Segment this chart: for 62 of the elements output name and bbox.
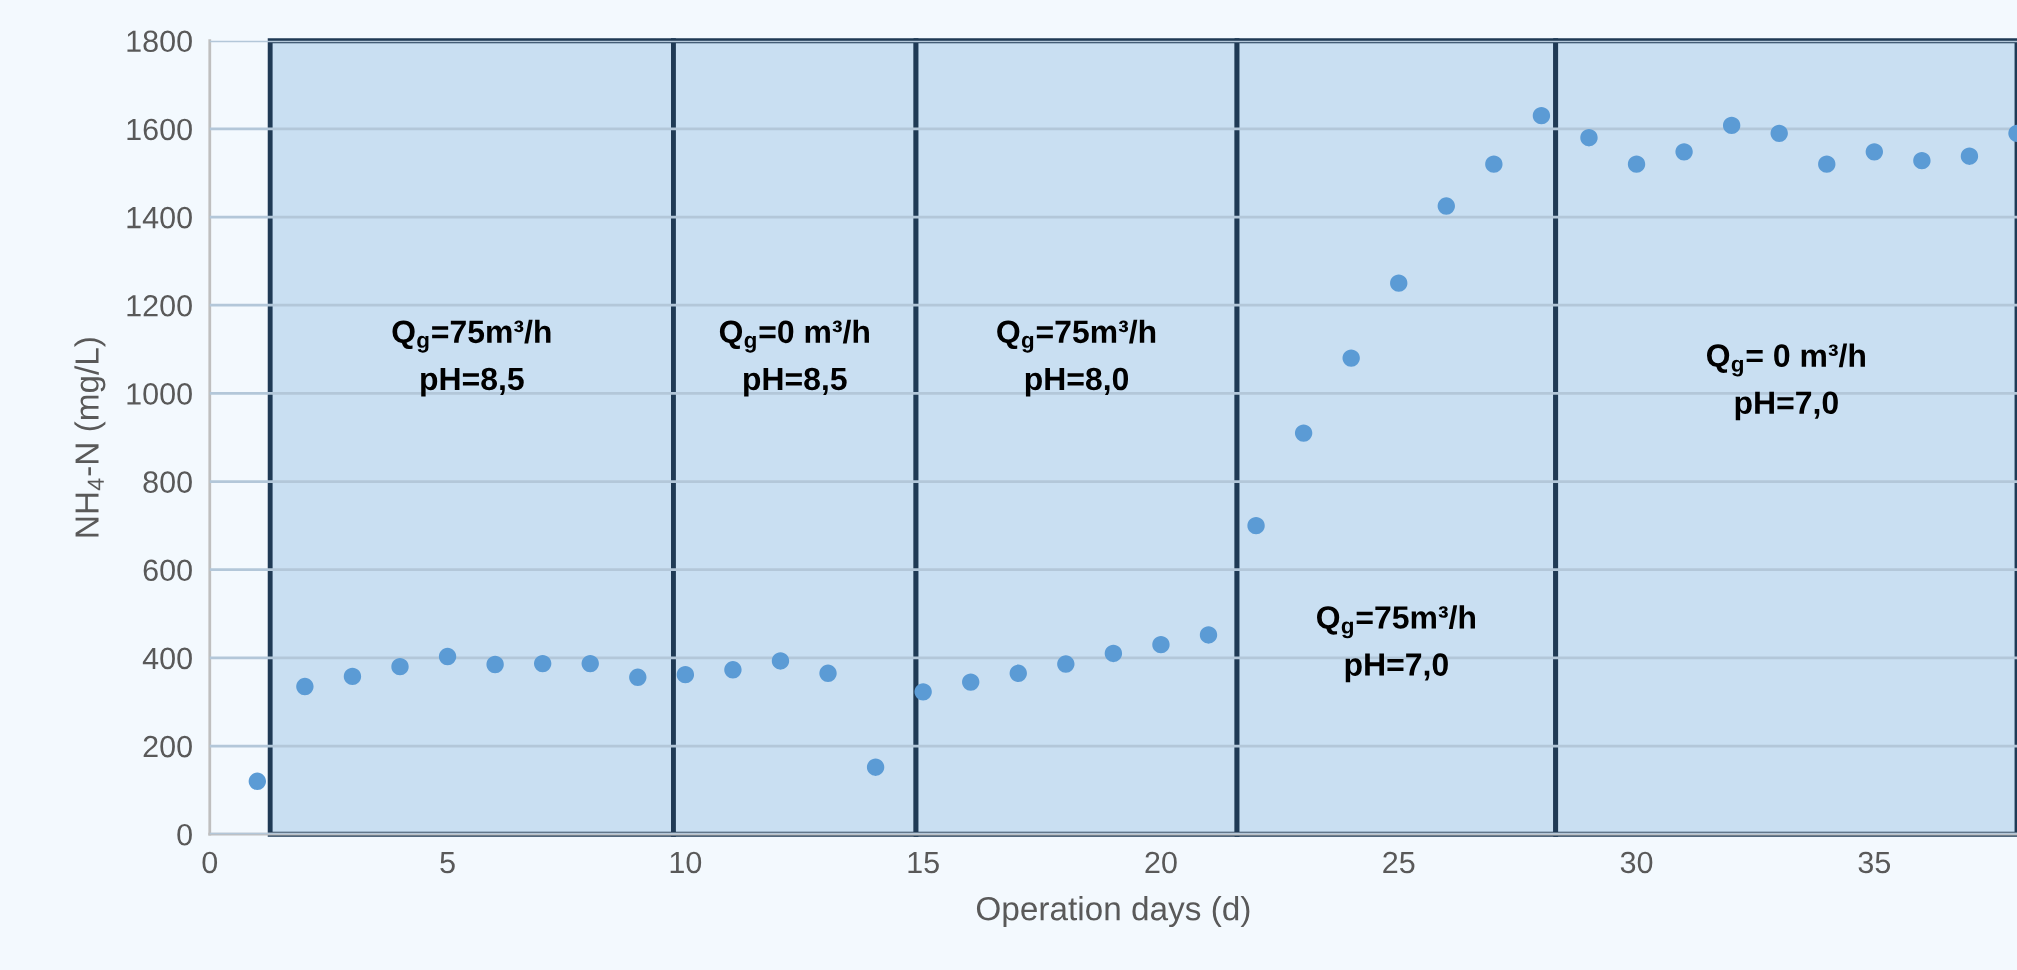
- x-tick-label: 15: [908, 851, 939, 874]
- point: [1960, 147, 1979, 165]
- point: [724, 661, 742, 679]
- point: [1913, 151, 1931, 170]
- point: [1390, 274, 1408, 292]
- x-axis-title: Operation days (d): [976, 896, 1250, 928]
- point: [676, 665, 695, 684]
- y-tick-label: 0: [177, 823, 192, 846]
- point: [438, 647, 457, 666]
- point: [1532, 107, 1551, 125]
- y-tick-label: 1800: [127, 30, 192, 53]
- point: [1485, 155, 1503, 173]
- point: [914, 683, 932, 701]
- point: [534, 654, 552, 673]
- y-axis-title: NH$_{4}$-N (mg/L): [74, 338, 106, 537]
- x-tick-label: 30: [1620, 851, 1653, 874]
- point: [629, 668, 647, 686]
- point: [819, 664, 837, 682]
- x-tick-label: 35: [1858, 851, 1891, 874]
- point: [248, 772, 267, 790]
- y-tick-label: 1600: [127, 118, 192, 141]
- point: [1009, 664, 1027, 682]
- point: [771, 652, 790, 670]
- point: [1580, 129, 1598, 147]
- point: [1437, 197, 1455, 215]
- band-label: Q$_{g}$=75m³/h pH=8,0: [997, 319, 1156, 397]
- x-tick-label: 10: [670, 851, 702, 874]
- x-tick-label: 20: [1145, 851, 1177, 874]
- point: [486, 655, 504, 674]
- band-label: Q$_{g}$=75m³/h pH=8,5: [392, 319, 551, 397]
- point: [1627, 155, 1646, 173]
- point: [581, 654, 599, 673]
- point: [1152, 635, 1170, 654]
- point: [962, 673, 980, 691]
- point: [1199, 626, 1218, 644]
- y-tick-label: 600: [143, 559, 192, 582]
- point: [1342, 349, 1360, 367]
- point: [296, 677, 314, 696]
- point: [1818, 155, 1836, 173]
- point: [1722, 116, 1741, 135]
- point: [1057, 655, 1075, 673]
- band-label: Q$_{g}$=0 m³/h pH=8,5: [719, 319, 869, 397]
- point: [1247, 516, 1265, 535]
- point: [343, 667, 362, 686]
- band-label: Q$_{g}$=75m³/h pH=7,0: [1317, 605, 1475, 683]
- x-tick-label: 0: [202, 851, 218, 874]
- y-tick-label: 1400: [127, 206, 192, 229]
- x-tick-label: 25: [1383, 851, 1415, 874]
- point: [1104, 644, 1123, 663]
- y-tick-label: 1200: [127, 294, 192, 317]
- point: [391, 658, 409, 676]
- x-tick-label: 5: [440, 851, 455, 874]
- y-tick-label: 800: [143, 471, 192, 493]
- y-tick-label: 200: [143, 735, 192, 758]
- point: [866, 758, 885, 776]
- y-tick-label: 1000: [127, 383, 192, 405]
- point: [1294, 424, 1313, 442]
- band-label: Q$_{g}$= 0 m³/h pH=7,0: [1706, 343, 1865, 421]
- point: [1865, 143, 1883, 161]
- point: [1770, 124, 1788, 142]
- y-tick-label: 400: [142, 647, 192, 670]
- point: [1675, 143, 1693, 161]
